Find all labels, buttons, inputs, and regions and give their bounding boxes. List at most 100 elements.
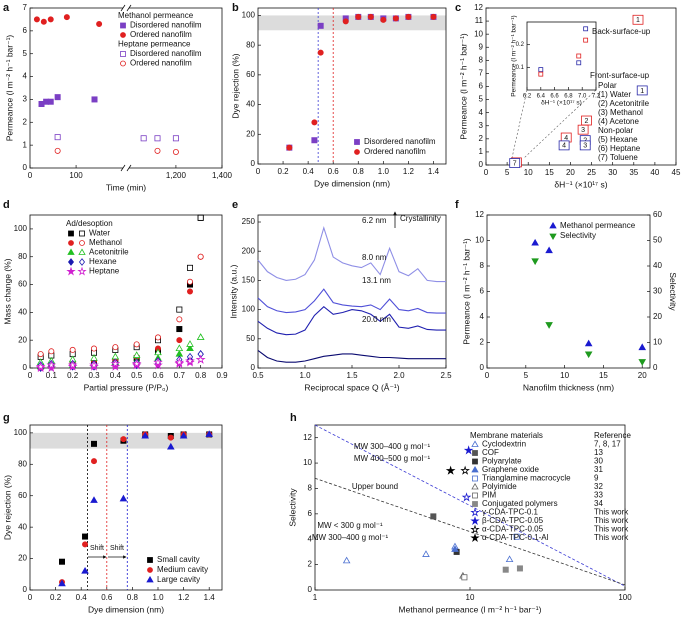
x-tick-label: 2.0 [393, 371, 405, 380]
annotation: (1) Water [598, 90, 631, 99]
point-label: 4 [564, 135, 568, 142]
y-tick-label: 0 [251, 159, 256, 168]
plot-frame [526, 21, 597, 91]
legend-label: Cyclodextrin [482, 440, 526, 449]
y-tick-label: 5 [23, 49, 28, 58]
desorption-point [186, 278, 193, 285]
desorption-point [133, 341, 140, 348]
y-tick-label: 3 [479, 121, 484, 130]
series-label: 13.1 nm [362, 276, 391, 285]
legend-marker [120, 32, 126, 38]
y-tick-label: 20 [18, 335, 27, 344]
x-tick-label: 10 [524, 168, 533, 177]
x-tick-label: 6.2 [523, 94, 532, 100]
point [54, 94, 61, 101]
y-axis-label: Permeance (l m⁻² h⁻¹ bar⁻¹) [458, 33, 468, 140]
x-tick-label: 1.4 [204, 593, 216, 602]
point [538, 71, 544, 77]
legend-reference: This work [594, 516, 629, 525]
desorption-point [48, 348, 55, 355]
panel-letter: h [290, 412, 297, 424]
legend-label: Selectivity [560, 231, 596, 240]
legend-title: Ad/desoption [66, 219, 113, 228]
legend-marker [549, 233, 557, 241]
y2-tick-label: 20 [653, 312, 662, 321]
point [461, 492, 472, 502]
numbered-point [632, 14, 644, 25]
legend-label: Conjugated polymers [482, 499, 558, 508]
y-tick-label: 6 [308, 509, 313, 518]
legend-marker [472, 492, 478, 499]
desorption-point [175, 344, 184, 352]
x-tick-label: 100 [69, 171, 83, 180]
point [463, 445, 474, 455]
legend-marker [549, 221, 557, 229]
point [172, 135, 179, 142]
x-tick-label: 0.2 [50, 593, 62, 602]
legend-marker [472, 450, 478, 456]
y-tick-label: 0 [23, 585, 28, 594]
y-tick-label: 100 [242, 11, 256, 20]
y2-axis-label: Selectivity [668, 272, 678, 311]
panel-letter: e [232, 199, 238, 211]
numbered-point [636, 85, 648, 96]
point [583, 37, 589, 43]
legend-reference: This work [594, 533, 629, 542]
point [91, 458, 98, 465]
y-tick-label: 20 [18, 554, 27, 563]
x-tick-label: 0.4 [76, 593, 88, 602]
y-tick-label: 80 [246, 40, 255, 49]
x-tick-label: 0 [484, 168, 489, 177]
point [638, 359, 647, 366]
point-label: 3 [581, 127, 585, 134]
desorption-point [89, 360, 99, 370]
legend-reference: 34 [594, 499, 603, 508]
y-tick-label: 0 [251, 363, 256, 372]
y-axis-label: Permeance (l m⁻² h⁻¹ bar⁻¹) [4, 35, 14, 142]
point [583, 26, 589, 32]
y2-tick-label: 40 [653, 261, 662, 270]
axis-break [120, 4, 132, 12]
point-label: 4 [562, 143, 566, 150]
y-tick-label: 3 [23, 95, 28, 104]
y2-tick-label: 30 [653, 287, 662, 296]
y-tick-label: 0 [23, 363, 28, 372]
point [40, 18, 47, 25]
x-axis-label: Time (min) [106, 182, 146, 192]
x-tick-label: 2.5 [440, 371, 452, 380]
x-tick-label: 1.2 [403, 167, 415, 176]
annotation: (7) Toluene [598, 153, 638, 162]
desorption-point [111, 352, 120, 360]
x-tick-label: 0.6 [101, 593, 113, 602]
axis-break [123, 6, 129, 10]
x-tick-label: 1.0 [299, 371, 311, 380]
desorption-point [176, 316, 183, 323]
y-tick-label: 50 [246, 334, 255, 343]
series-label: 20.0 nm [362, 315, 391, 324]
legend-label: Trianglamine macrocycle [482, 474, 571, 483]
point [63, 14, 70, 21]
desorption-point [176, 306, 183, 313]
legend-marker [147, 557, 153, 563]
y-tick-label: 2 [23, 117, 28, 126]
legend-title: Reference [594, 431, 631, 440]
point [342, 18, 349, 25]
legend-marker [68, 240, 74, 246]
desorption-point [186, 340, 194, 347]
legend-label: Methanol [89, 238, 122, 247]
legend-reference: 30 [594, 457, 603, 466]
legend-marker [471, 440, 479, 447]
numbered-point [509, 158, 521, 168]
desorption-point [131, 358, 142, 368]
x-tick-label: 0.4 [303, 167, 315, 176]
legend-label: Heptane [89, 267, 120, 276]
x-tick-label: 1,200 [166, 171, 187, 180]
x-axis-label: Dye dimension (nm) [314, 178, 390, 188]
legend-label: Acetonitrile [89, 248, 129, 257]
x-tick-label: 7.2 [592, 94, 601, 100]
point [33, 16, 40, 23]
legend-label: Polyimide [482, 482, 517, 491]
y-tick-label: 10 [475, 236, 484, 245]
x-tick-label: 0.5 [131, 371, 143, 380]
legend-marker [146, 575, 154, 583]
